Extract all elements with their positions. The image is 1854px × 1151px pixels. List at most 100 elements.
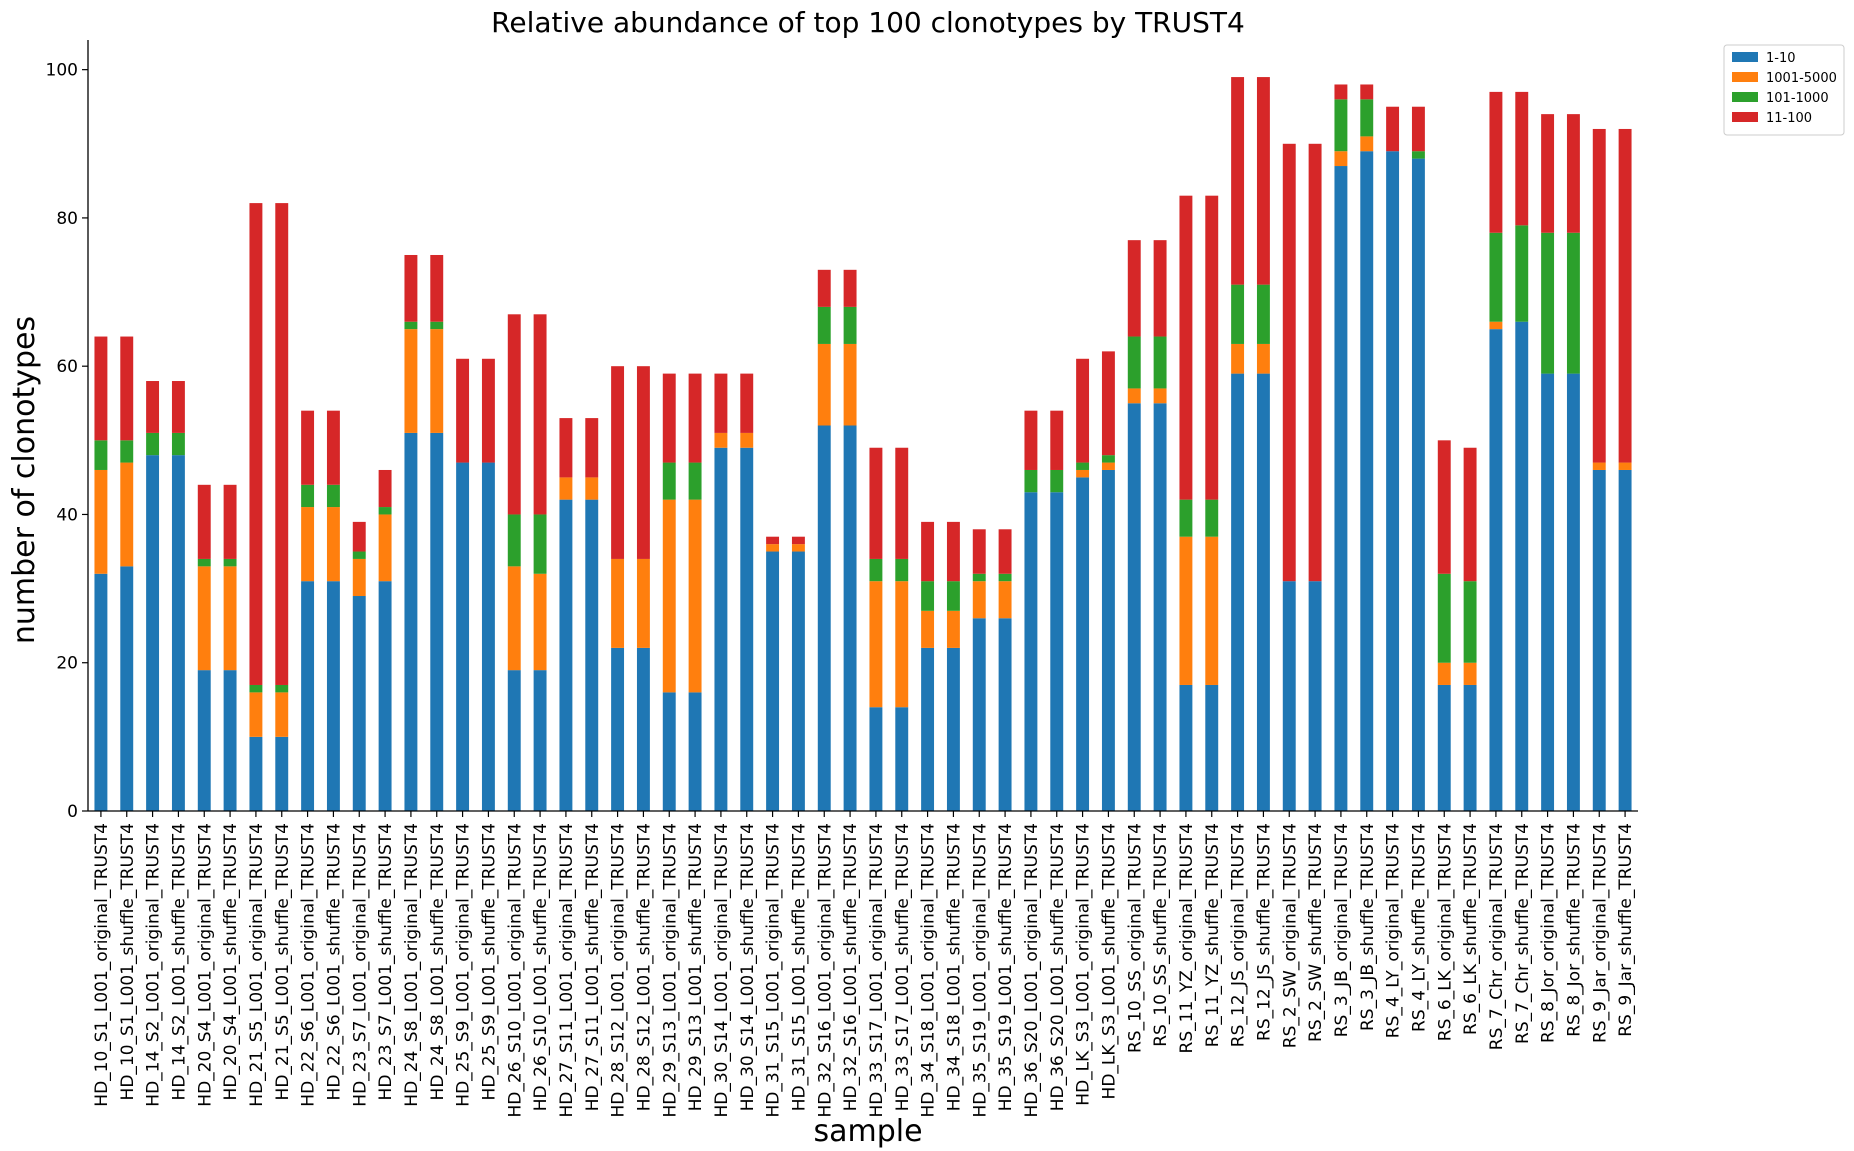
bar-segment-11-100-0 — [94, 336, 108, 441]
bar-segment-101-1000-32 — [921, 581, 935, 611]
bar-segment-11-100-44 — [1231, 77, 1245, 285]
bar-segment-11-100-28 — [817, 269, 831, 307]
y-tick-label: 60 — [56, 357, 78, 377]
bar-segment-11-100-4 — [197, 484, 211, 559]
bar-segment-1-10-42 — [1179, 684, 1193, 811]
x-tick-label: HD_31_S15_L001_shuffle_TRUST4 — [789, 823, 809, 1111]
y-axis: 0 20 40 60 80 100 — [46, 40, 89, 822]
legend-label-1-10: 1-10 — [1766, 51, 1796, 66]
x-tick-label: HD_26_S10_L001_shuffle_TRUST4 — [531, 823, 551, 1111]
bar-segment-1-10-16 — [507, 670, 521, 811]
bar-segment-1001-5000-48 — [1334, 151, 1348, 167]
bar-segment-11-100-43 — [1205, 195, 1219, 500]
bar-segment-1-10-9 — [326, 581, 340, 811]
bar-segment-1-10-20 — [611, 647, 625, 811]
chart-title: Relative abundance of top 100 clonotypes… — [491, 6, 1245, 39]
bar-segment-11-100-7 — [275, 203, 289, 685]
bar-segment-11-100-50 — [1386, 106, 1400, 152]
x-tick-label: HD_21_S5_L001_shuffle_TRUST4 — [273, 823, 293, 1100]
legend-label-101-1000: 101-1000 — [1766, 91, 1829, 106]
x-tick-label: HD_10_S1_L001_shuffle_TRUST4 — [118, 823, 138, 1100]
bar-segment-11-100-12 — [404, 254, 418, 322]
bar-segment-1001-5000-18 — [559, 477, 573, 500]
y-axis-label: number of clonotypes — [7, 316, 42, 644]
bar-segment-11-100-21 — [636, 366, 650, 559]
bar-segment-1-10-22 — [662, 692, 676, 811]
bar-segment-11-100-20 — [611, 366, 625, 559]
bar-segment-1001-5000-38 — [1076, 469, 1090, 478]
legend: 1-10 1001-5000 101-1000 11-100 — [1723, 44, 1845, 136]
bar-segment-11-100-52 — [1437, 440, 1451, 574]
legend-label-1001-5000: 1001-5000 — [1766, 71, 1837, 86]
bar-segment-101-1000-40 — [1127, 336, 1141, 389]
x-tick-label: HD_28_S12_L001_original_TRUST4 — [609, 823, 629, 1118]
bar-segment-1-10-0 — [94, 573, 108, 811]
x-tick-label: HD_27_S11_L001_original_TRUST4 — [557, 823, 577, 1118]
bar-segment-11-100-27 — [791, 536, 805, 545]
bar-segment-1-10-31 — [895, 707, 909, 811]
bar-segment-1-10-34 — [972, 618, 986, 811]
y-tick-label: 40 — [56, 505, 78, 525]
bar-segment-11-100-8 — [301, 410, 315, 485]
x-tick-label: HD_26_S10_L001_original_TRUST4 — [505, 823, 525, 1118]
bar-segment-1001-5000-52 — [1437, 662, 1451, 685]
bars-group — [94, 77, 1632, 812]
bar-segment-101-1000-4 — [197, 558, 211, 567]
bar-segment-1001-5000-21 — [636, 558, 650, 648]
bar-segment-1-10-49 — [1360, 151, 1374, 811]
bar-segment-1001-5000-58 — [1592, 462, 1606, 470]
x-tick-label: RS_12_JS_shuffle_TRUST4 — [1254, 823, 1274, 1041]
x-tick-label: HD_29_S13_L001_original_TRUST4 — [660, 823, 680, 1118]
x-tick-label: HD_24_S8_L001_original_TRUST4 — [402, 823, 422, 1107]
bar-segment-1-10-23 — [688, 692, 702, 811]
bar-segment-1001-5000-11 — [378, 514, 392, 582]
bar-segment-101-1000-22 — [662, 462, 676, 500]
bar-segment-11-100-54 — [1489, 91, 1503, 233]
x-tick-label: RS_2_SW_shuffle_TRUST4 — [1306, 823, 1326, 1042]
bar-segment-1001-5000-5 — [223, 566, 237, 671]
bar-segment-1-10-13 — [430, 432, 444, 811]
x-tick-label: HD_14_S2_L001_shuffle_TRUST4 — [169, 823, 189, 1100]
bar-segment-11-100-25 — [740, 373, 754, 433]
x-tick-label: RS_7_Chr_original_TRUST4 — [1487, 823, 1507, 1050]
bar-segment-101-1000-36 — [1024, 469, 1038, 493]
bar-segment-101-1000-11 — [378, 507, 392, 515]
bar-segment-11-100-23 — [688, 373, 702, 463]
x-tick-label: HD_23_S7_L001_original_TRUST4 — [350, 823, 370, 1107]
x-axis: HD_10_S1_L001_original_TRUST4 HD_10_S1_L0… — [88, 810, 1638, 1118]
bar-segment-1-10-12 — [404, 432, 418, 811]
bar-segment-1-10-54 — [1489, 329, 1503, 812]
bar-segment-101-1000-12 — [404, 321, 418, 330]
bar-segment-1001-5000-42 — [1179, 536, 1193, 685]
x-tick-label: HD_10_S1_L001_original_TRUST4 — [92, 823, 112, 1107]
bar-segment-1-10-50 — [1386, 151, 1400, 811]
x-tick-label: RS_6_LK_shuffle_TRUST4 — [1461, 823, 1481, 1035]
bar-segment-101-1000-54 — [1489, 232, 1503, 322]
bar-segment-11-100-47 — [1308, 143, 1322, 582]
bar-segment-11-100-13 — [430, 254, 444, 322]
x-tick-label: HD_22_S6_L001_shuffle_TRUST4 — [324, 823, 344, 1100]
bar-segment-1-10-25 — [740, 447, 754, 811]
bar-segment-1-10-36 — [1024, 492, 1038, 811]
bar-segment-1001-5000-23 — [688, 499, 702, 693]
bar-segment-1-10-24 — [714, 447, 728, 811]
x-tick-label: RS_7_Chr_shuffle_TRUST4 — [1513, 823, 1533, 1044]
x-tick-label: HD_29_S13_L001_shuffle_TRUST4 — [686, 823, 706, 1111]
bar-segment-1001-5000-40 — [1127, 388, 1141, 404]
x-tick-label: HD_36_S20_L001_original_TRUST4 — [1022, 823, 1042, 1118]
bar-segment-1001-5000-28 — [817, 343, 831, 426]
bar-segment-11-100-58 — [1592, 128, 1606, 463]
bar-segment-1-10-8 — [301, 581, 315, 811]
x-tick-label: HD_35_S19_L001_shuffle_TRUST4 — [996, 823, 1016, 1111]
bar-segment-1-10-6 — [249, 736, 263, 811]
x-axis-label: sample — [813, 1114, 922, 1149]
bar-segment-101-1000-38 — [1076, 462, 1090, 470]
legend-swatch-1-10 — [1732, 52, 1758, 62]
bar-segment-11-100-56 — [1541, 114, 1555, 233]
bar-segment-101-1000-44 — [1231, 284, 1245, 344]
bar-segment-1001-5000-4 — [197, 566, 211, 671]
x-tick-label: RS_3_JB_original_TRUST4 — [1332, 823, 1352, 1037]
bar-segment-1-10-47 — [1308, 581, 1322, 811]
bar-segment-101-1000-33 — [946, 581, 960, 611]
